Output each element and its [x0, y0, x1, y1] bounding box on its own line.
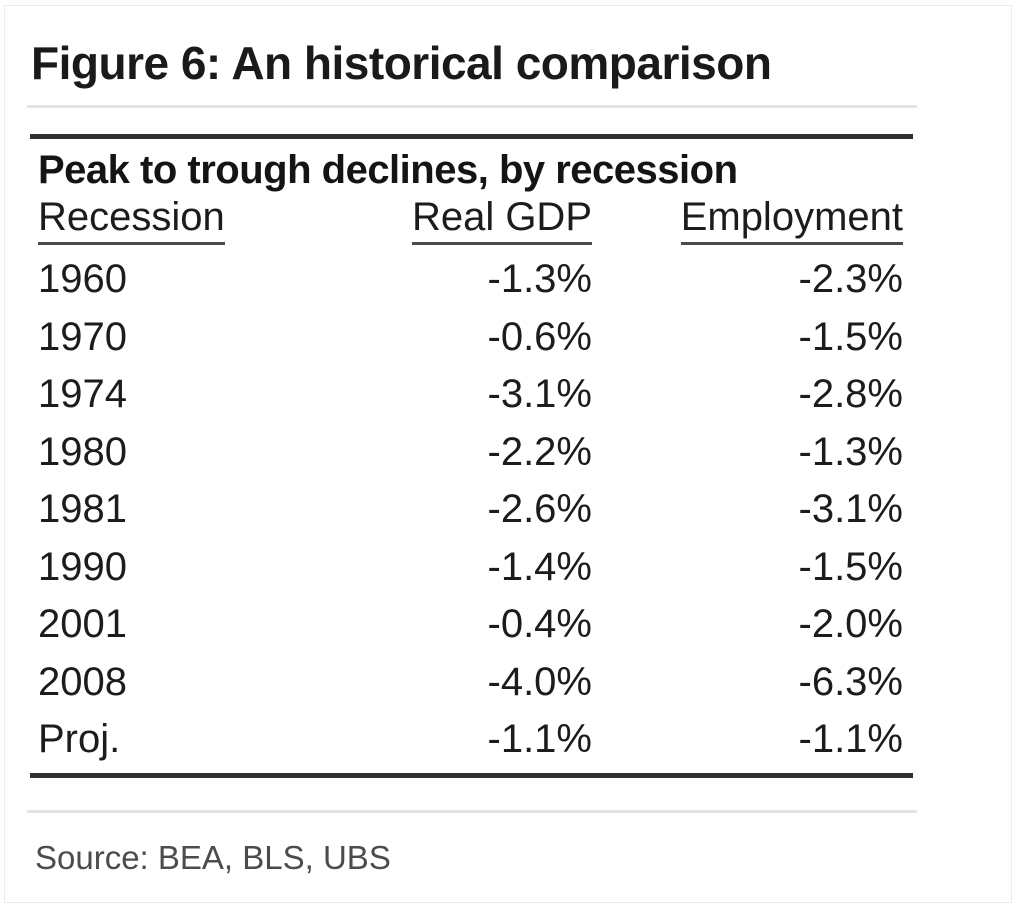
table-block: Peak to trough declines, by recession Re… — [30, 134, 913, 778]
table-row: 2008 -4.0% -6.3% — [30, 654, 913, 712]
column-header-recession-label: Recession — [38, 195, 225, 246]
recession-cell: 1990 — [38, 544, 127, 589]
table-bottom-rule — [30, 772, 913, 778]
header-row: Recession Real GDP Employment — [30, 195, 913, 251]
recession-cell: Proj. — [38, 717, 121, 762]
employment-cell: -1.5% — [798, 544, 904, 589]
column-header-employment-label: Employment — [680, 195, 903, 246]
table-row: 1974 -3.1% -2.8% — [30, 366, 913, 424]
source-note: Source: BEA, BLS, UBS — [35, 838, 391, 876]
recession-cell: 1974 — [38, 372, 127, 417]
real-gdp-cell: -4.0% — [487, 659, 593, 704]
table-row: 1970 -0.6% -1.5% — [30, 309, 913, 367]
figure-card: Figure 6: An historical comparison Peak … — [4, 5, 1012, 903]
recession-cell: 2001 — [38, 602, 127, 647]
table-top-rule — [30, 134, 913, 140]
employment-cell: -1.3% — [798, 429, 904, 474]
employment-cell: -1.5% — [798, 314, 904, 359]
employment-cell: -2.8% — [798, 372, 904, 417]
title-divider — [27, 105, 917, 109]
table-row: 1981 -2.6% -3.1% — [30, 481, 913, 539]
table-body: 1960 -1.3% -2.3% 1970 -0.6% -1.5% 1974 -3.1% -2.… — [30, 251, 913, 769]
employment-cell: -1.1% — [798, 717, 904, 762]
column-header-real-gdp: Real GDP — [280, 195, 592, 251]
real-gdp-cell: -1.1% — [487, 717, 593, 762]
real-gdp-cell: -2.2% — [487, 429, 593, 474]
column-header-recession: Recession — [30, 195, 280, 251]
table-row: 1960 -1.3% -2.3% — [30, 251, 913, 309]
table-caption: Peak to trough declines, by recession — [38, 148, 738, 193]
real-gdp-cell: -3.1% — [487, 372, 593, 417]
figure-title: Figure 6: An historical comparison — [31, 37, 772, 89]
employment-cell: -6.3% — [798, 659, 904, 704]
table-row: 2001 -0.4% -2.0% — [30, 596, 913, 654]
real-gdp-cell: -1.3% — [487, 257, 593, 302]
real-gdp-cell: -1.4% — [487, 544, 593, 589]
employment-cell: -3.1% — [798, 487, 904, 532]
column-header-real-gdp-label: Real GDP — [411, 195, 592, 246]
table-row: Proj. -1.1% -1.1% — [30, 711, 913, 769]
recession-cell: 1981 — [38, 487, 127, 532]
footer-divider — [27, 809, 917, 813]
recession-cell: 1960 — [38, 257, 127, 302]
real-gdp-cell: -0.4% — [487, 602, 593, 647]
table-row: 1990 -1.4% -1.5% — [30, 539, 913, 597]
recession-cell: 1970 — [38, 314, 127, 359]
recession-cell: 1980 — [38, 429, 127, 474]
recession-cell: 2008 — [38, 659, 127, 704]
employment-cell: -2.0% — [798, 602, 904, 647]
employment-cell: -2.3% — [798, 257, 904, 302]
table-header: Recession Real GDP Employment — [30, 195, 913, 251]
recession-table: Recession Real GDP Employment 1960 -1.3% -… — [30, 195, 913, 769]
column-header-employment: Employment — [592, 195, 913, 251]
real-gdp-cell: -2.6% — [487, 487, 593, 532]
table-row: 1980 -2.2% -1.3% — [30, 424, 913, 482]
real-gdp-cell: -0.6% — [487, 314, 593, 359]
